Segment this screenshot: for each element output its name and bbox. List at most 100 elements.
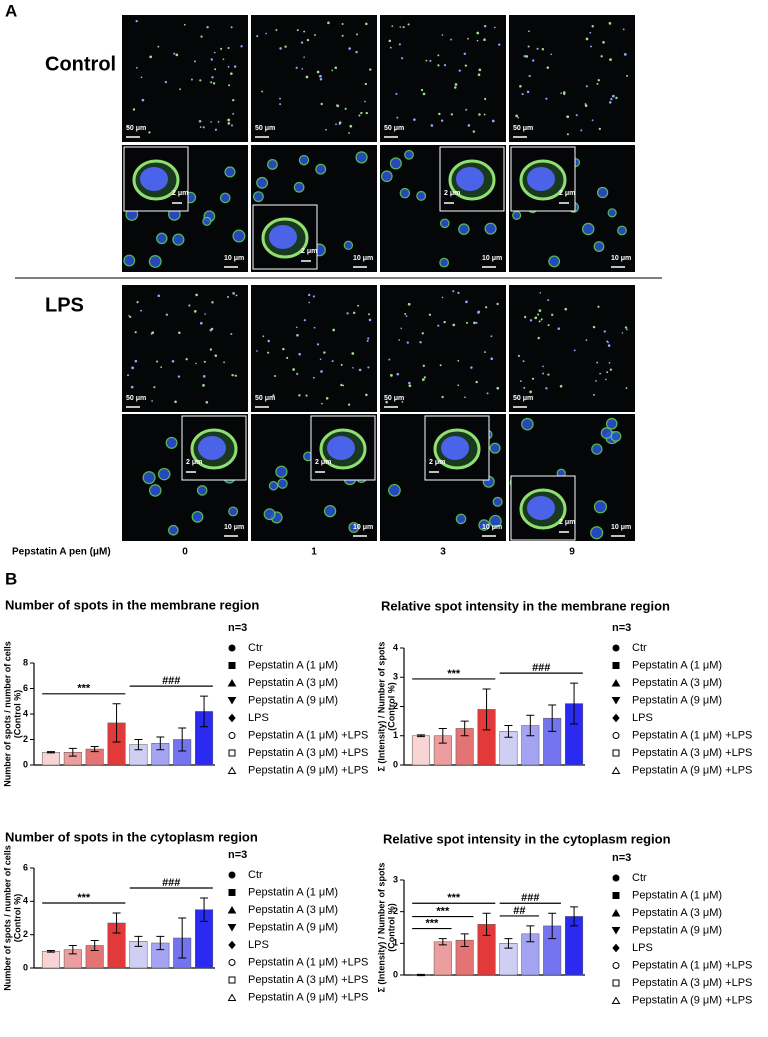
dose-label: 9	[569, 547, 575, 558]
cell	[256, 176, 269, 189]
spot	[335, 104, 339, 107]
spot	[318, 74, 322, 78]
cell	[607, 208, 617, 218]
legend-marker	[227, 697, 237, 705]
spot	[303, 30, 306, 33]
spot	[464, 396, 466, 399]
cell	[293, 181, 305, 193]
micrographs: 50 μm 50 μm 50 μm 50 μm 2 μm 10 μm 2 μm 10 μm 2 …	[122, 15, 635, 558]
legend-marker	[227, 993, 237, 1001]
spot	[476, 31, 480, 35]
spot	[313, 326, 316, 329]
legend-marker	[612, 979, 620, 987]
spot	[429, 59, 432, 62]
spot	[584, 103, 587, 105]
spot	[531, 59, 535, 62]
legend-marker	[227, 766, 237, 774]
y-axis-label: Σ (Intensity) / Number of spots	[376, 863, 386, 993]
spot	[305, 75, 309, 79]
cell	[202, 216, 212, 226]
spot	[437, 64, 440, 67]
spot	[203, 360, 206, 363]
spot	[396, 116, 399, 119]
legend-marker	[612, 662, 620, 669]
spot	[440, 119, 444, 122]
error-bar	[482, 912, 491, 936]
spot	[420, 88, 424, 92]
spot	[272, 394, 275, 397]
spot	[624, 326, 628, 329]
spot	[517, 116, 520, 119]
spot	[593, 393, 596, 396]
spot	[275, 29, 278, 31]
spot	[457, 291, 460, 295]
spot	[319, 78, 323, 81]
spot	[235, 294, 238, 297]
spot	[539, 291, 542, 294]
spot	[523, 315, 527, 319]
spot	[590, 45, 592, 48]
spot	[217, 121, 220, 123]
spot	[622, 28, 625, 31]
spot	[347, 403, 351, 406]
cell	[224, 166, 236, 178]
error-bar	[200, 695, 209, 728]
spot	[232, 98, 235, 102]
row-label: LPS	[45, 294, 84, 316]
spot	[303, 319, 306, 322]
spot	[413, 118, 416, 121]
y-axis-label: Number of spots / number of cells	[2, 845, 12, 991]
legend-marker	[612, 962, 620, 969]
spot	[198, 119, 202, 123]
legend-label: Pepstatin A (1 μM)	[632, 659, 722, 671]
spot	[421, 332, 424, 335]
spot	[621, 332, 624, 334]
cell	[521, 417, 534, 431]
spot	[458, 69, 461, 72]
spot	[199, 126, 202, 128]
spot	[232, 292, 235, 295]
spot	[352, 311, 356, 315]
legend-label: Pepstatin A (1 μM)	[248, 886, 338, 898]
spot	[422, 364, 425, 367]
spot	[477, 73, 481, 76]
cell	[399, 187, 411, 199]
y-tick-label: 0	[23, 962, 28, 972]
spot	[465, 321, 468, 324]
legend-label: LPS	[248, 939, 269, 951]
y-tick-label: 2	[393, 701, 398, 711]
error-bar	[526, 714, 535, 737]
spot	[296, 334, 299, 337]
spot	[611, 94, 615, 98]
cell	[219, 192, 231, 204]
spot	[475, 380, 478, 384]
spot	[584, 104, 588, 108]
spot	[367, 337, 370, 340]
legend-marker	[611, 927, 621, 935]
spot	[490, 335, 493, 338]
spot	[240, 45, 243, 48]
spot	[151, 331, 155, 335]
cell	[478, 519, 490, 531]
cell	[600, 427, 613, 439]
legend-title: n=3	[228, 849, 247, 861]
spot	[408, 381, 411, 385]
cell	[355, 151, 368, 164]
spot	[320, 370, 323, 373]
legend-label: Pepstatin A (1 μM)	[248, 659, 338, 671]
cell	[484, 222, 497, 235]
error-bar	[482, 688, 491, 731]
micrograph	[122, 15, 248, 142]
spot	[210, 121, 212, 123]
spot	[608, 362, 611, 364]
spot	[566, 115, 570, 119]
cell	[404, 149, 414, 160]
bar-chart: Number of spots in the membrane region Nu…	[2, 597, 368, 786]
nucleus	[441, 436, 469, 460]
spot	[261, 90, 264, 93]
legend-label: Pepstatin A (1 μM)	[632, 889, 722, 901]
bar	[433, 941, 452, 976]
scale-label: 2 μm	[429, 459, 445, 466]
spot	[321, 402, 323, 405]
spot	[332, 328, 336, 332]
